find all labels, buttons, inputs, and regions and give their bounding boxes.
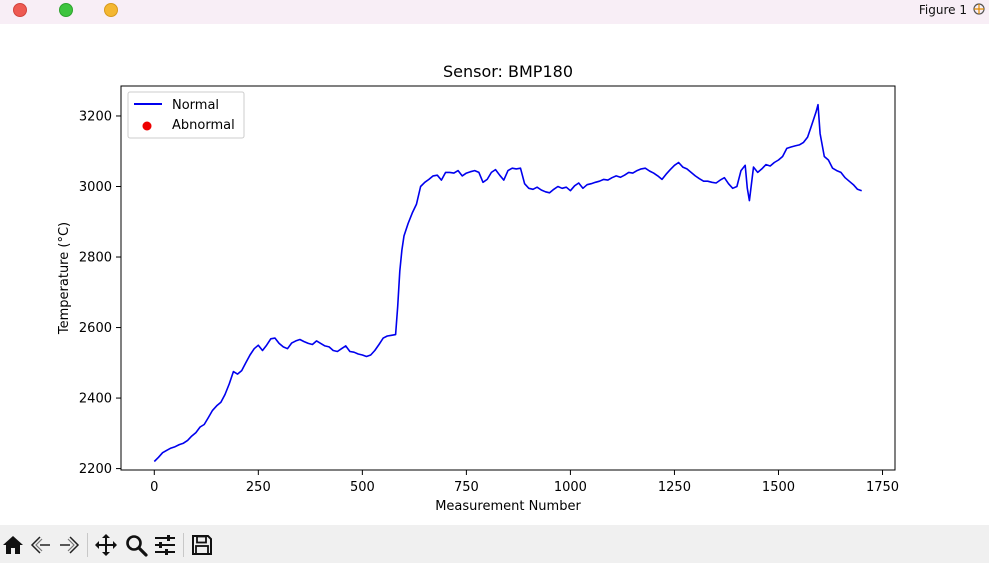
y-tick-label: 2200 — [79, 462, 112, 477]
configure-subplots-icon[interactable] — [153, 533, 177, 557]
x-axis-ticks: 0 250 500 750 1000 1250 1500 1750 — [150, 470, 899, 495]
save-icon[interactable] — [190, 533, 214, 557]
window-title: Figure 1 — [918, 3, 967, 17]
y-axis-ticks: 2200 2400 2600 2800 3000 3200 — [79, 109, 121, 477]
legend-abnormal-label: Abnormal — [172, 118, 235, 133]
chart-title: Sensor: BMP180 — [443, 62, 573, 81]
forward-arrow-icon[interactable] — [57, 533, 81, 557]
x-tick-label: 1250 — [658, 480, 691, 495]
maximize-window-button[interactable] — [59, 3, 73, 17]
series-layer — [153, 103, 862, 463]
back-arrow-icon[interactable] — [29, 533, 53, 557]
y-axis-label: Temperature (°C) — [57, 222, 72, 335]
legend-normal-label: Normal — [172, 98, 219, 113]
y-tick-label: 2400 — [79, 392, 112, 407]
chart: Sensor: BMP180 Measurement Number Temper… — [57, 62, 899, 514]
close-window-button[interactable] — [13, 3, 27, 17]
minimize-window-button[interactable] — [104, 3, 118, 17]
x-tick-label: 500 — [350, 480, 375, 495]
pan-icon[interactable] — [94, 533, 118, 557]
toolbar-separator — [183, 533, 184, 557]
plot-area — [120, 85, 896, 471]
y-tick-label: 3000 — [79, 180, 112, 195]
figure-canvas: Sensor: BMP180 Measurement Number Temper… — [0, 24, 989, 525]
x-tick-label: 750 — [454, 480, 479, 495]
figure-toolbar — [0, 525, 989, 563]
figure-app-icon — [973, 3, 985, 15]
x-axis-label: Measurement Number — [435, 499, 581, 514]
y-tick-label: 2600 — [79, 321, 112, 336]
x-tick-label: 1750 — [866, 480, 899, 495]
x-tick-label: 1000 — [554, 480, 587, 495]
home-icon[interactable] — [1, 533, 25, 557]
x-tick-label: 0 — [150, 480, 158, 495]
window-titlebar: Figure 1 — [0, 0, 989, 24]
y-tick-label: 2800 — [79, 251, 112, 266]
zoom-icon[interactable] — [124, 533, 148, 557]
toolbar-separator — [87, 533, 88, 557]
legend: Normal Abnormal — [127, 91, 245, 139]
x-tick-label: 250 — [246, 480, 271, 495]
legend-abnormal-swatch — [142, 121, 152, 131]
y-tick-label: 3200 — [79, 109, 112, 124]
series-line-normal — [153, 103, 862, 463]
x-tick-label: 1500 — [762, 480, 795, 495]
